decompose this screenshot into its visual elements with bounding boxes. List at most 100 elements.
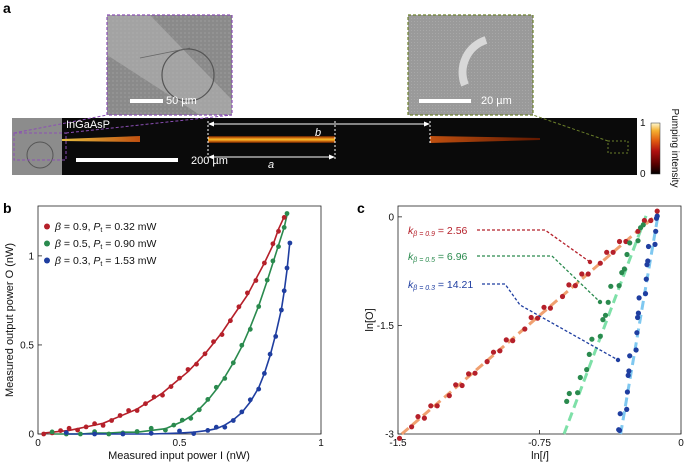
panel-c-point	[497, 348, 503, 354]
annotation-k: k	[408, 251, 414, 263]
panel-b-point	[134, 429, 140, 434]
panel-b-point	[191, 431, 197, 436]
panel-b-point	[239, 409, 245, 415]
panel-b-point	[120, 431, 126, 437]
panel-b-point	[163, 427, 168, 433]
panel-b-point	[185, 367, 191, 372]
panel-b-fit-line-2	[66, 241, 291, 435]
inset-left-bus	[139, 47, 191, 59]
panel-b-point	[49, 429, 55, 435]
inset-right-image	[408, 15, 533, 115]
panel-c-annotation-arrow	[482, 283, 619, 361]
panel-c-point	[635, 314, 641, 321]
panel-c-point	[584, 367, 590, 373]
panel-c-point	[566, 282, 572, 288]
annotation-k-value: = 14.21	[435, 279, 473, 291]
panel-c-point	[642, 291, 649, 297]
panel-c-point	[566, 390, 572, 397]
panel-c-point	[597, 333, 603, 339]
panel-c-point	[522, 326, 528, 332]
panel-b-point	[100, 423, 106, 428]
panel-c-point	[602, 312, 609, 318]
legend-p: P	[93, 255, 100, 267]
inset-left-scalebar	[130, 99, 163, 103]
panel-b-point	[202, 351, 208, 357]
panel-b-point	[75, 427, 80, 433]
panel-c-point	[579, 271, 585, 277]
waveguide-taper-left	[62, 136, 140, 142]
panel-c-annotation-arrowhead	[615, 357, 621, 363]
annotation-k-sub: β = 0.9	[412, 231, 435, 238]
panel-c-point	[541, 304, 547, 310]
legend-p-value: = 0.90 mW	[102, 238, 156, 250]
inset-right-scalebar	[419, 99, 471, 103]
panel-b-point	[228, 318, 233, 324]
panel-b-point	[262, 260, 267, 266]
panel-b-point	[196, 407, 202, 413]
panel-c-point	[472, 370, 478, 376]
panel-b-point	[211, 339, 216, 345]
panel-c-point	[653, 228, 659, 234]
panel-c-point	[625, 372, 631, 378]
panel-b-point	[222, 424, 228, 430]
panel-c-point	[634, 330, 640, 336]
panel-c-point	[564, 398, 570, 404]
strip-sem-patch	[12, 118, 62, 175]
panel-b-point	[281, 225, 287, 230]
panel-b-point	[213, 424, 219, 430]
panel-b-point	[264, 277, 270, 283]
panel-c-point	[645, 258, 651, 264]
panel-a: a 50 µm 20 µm InGaAsP	[3, 0, 680, 187]
panel-b-point	[168, 384, 174, 389]
inset-right-arc	[458, 36, 488, 87]
panel-c-point	[645, 243, 652, 250]
panel-c-point	[635, 310, 642, 316]
panel-b-point	[179, 417, 185, 423]
panel-b-point	[92, 421, 97, 427]
colorbar-label: Pumping intensity	[669, 109, 680, 188]
panel-b-legend: β = 0.9, Pt = 0.32 mWβ = 0.5, Pt = 0.90 …	[44, 221, 156, 268]
annotation-k: k	[408, 279, 414, 291]
panel-b-point	[256, 304, 262, 309]
material-label: InGaAsP	[66, 119, 110, 131]
panel-c-point	[624, 406, 630, 412]
panel-b-point	[276, 228, 281, 234]
strip-left-zoom-box	[13, 132, 67, 161]
waveguide-taper-right	[430, 136, 540, 143]
panel-b-point	[256, 386, 262, 392]
inset-right: 20 µm	[407, 14, 534, 116]
panel-b-point	[281, 215, 287, 220]
panel-b-ylabel: Measured output power O (nW)	[4, 243, 16, 397]
panel-b-point	[143, 401, 148, 407]
panel-c-annotation-arrow	[477, 229, 591, 263]
colorbar-min: 0	[640, 169, 646, 180]
panel-b-point	[58, 428, 63, 433]
panel-b-point	[230, 418, 236, 423]
panel-b-point	[267, 351, 273, 357]
panel-c-point	[409, 424, 415, 430]
panel-c-fit-lines	[400, 212, 660, 436]
panel-c-xlabel: ln[I]	[531, 450, 549, 462]
panel-c-point	[621, 266, 628, 272]
panel-b-point	[247, 397, 253, 403]
legend-beta: β	[54, 238, 61, 250]
panel-c-point	[547, 305, 554, 311]
legend-p: P	[93, 238, 100, 250]
panel-b-xtick-label: 0	[35, 438, 41, 449]
legend-beta: β	[54, 221, 61, 233]
panel-b-point	[222, 376, 228, 381]
inset-left-ring	[161, 48, 215, 102]
panel-b-point	[151, 394, 157, 400]
panel-b-point	[92, 431, 97, 437]
panel-c-point	[586, 351, 592, 357]
panel-b-ticks: 0 0.5 1 0 0.5 1	[20, 251, 324, 449]
panel-c-point	[503, 337, 509, 343]
panel-c-point	[428, 403, 434, 409]
panel-c-ytick-label: -3	[385, 430, 394, 441]
panel-c-point	[624, 389, 631, 395]
panel-b-point	[287, 240, 293, 246]
panel-c-annotation-arrowhead	[587, 259, 593, 265]
panel-c-point	[641, 217, 648, 224]
panel-c-point	[626, 368, 632, 374]
